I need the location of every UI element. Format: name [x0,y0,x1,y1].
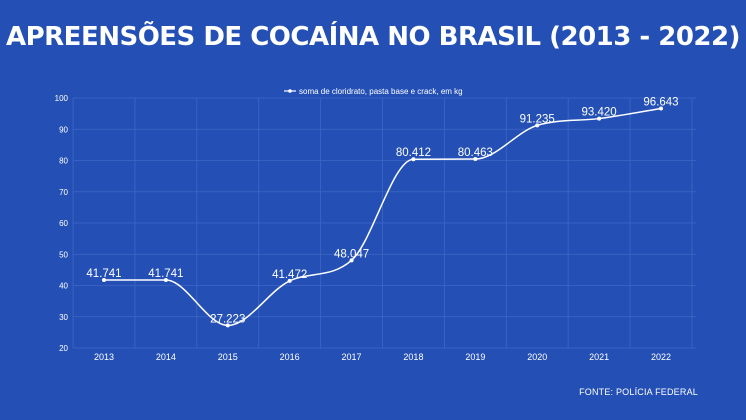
y-tick-label: 90 [59,125,68,134]
data-point [287,278,292,283]
data-label: 41.472 [272,269,307,281]
y-tick-label: 50 [59,250,68,259]
y-tick-label: 20 [59,344,68,353]
data-label: 96.643 [643,96,678,108]
data-point [535,123,540,128]
data-point [163,278,168,283]
legend-label: soma de cloridrato, pasta base e crack, … [299,87,463,96]
x-tick-label: 2013 [94,352,114,362]
data-label: 48.047 [334,248,369,260]
data-label: 93.420 [582,107,617,119]
x-tick-label: 2017 [342,352,362,362]
x-tick-label: 2021 [589,352,609,362]
data-point [411,157,416,162]
grid-lines [72,97,696,349]
data-label: 27.223 [210,313,245,325]
data-point [349,258,354,263]
legend: soma de cloridrato, pasta base e crack, … [284,87,463,96]
x-axis-ticks: 2013 2014 2015 2016 2017 2018 2019 2020 2021 2022 [94,352,671,362]
series-line [104,107,662,327]
y-tick-label: 80 [59,157,68,166]
x-tick-label: 2016 [280,352,300,362]
chart-title: APREENSÕES DE COCAÍNA NO BRASIL (2013 - … [5,22,741,52]
x-tick-label: 2014 [156,352,176,362]
data-point [659,106,663,111]
data-label: 91.235 [520,113,555,125]
y-tick-label: 70 [59,188,68,197]
x-tick-label: 2019 [465,352,485,362]
data-label: 41.741 [86,268,121,280]
y-tick-label: 30 [59,313,68,322]
source-note: FONTE: POLÍCIA FEDERAL [579,387,698,397]
y-tick-label: 40 [59,282,68,291]
x-tick-label: 2015 [218,352,238,362]
data-point [102,278,106,283]
legend-point-marker [288,89,292,93]
y-axis-ticks: 20 30 40 50 60 70 80 90 100 [55,94,69,353]
x-tick-label: 2020 [527,352,547,362]
data-labels: 41.741 41.741 27.223 41.472 48.047 80.412 80.4… [86,96,678,325]
data-point [473,157,478,162]
data-point [225,323,230,328]
x-tick-label: 2022 [651,352,671,362]
y-tick-label: 100 [55,94,69,103]
data-label: 80.463 [458,147,493,159]
y-tick-label: 60 [59,219,68,228]
data-point [597,116,602,121]
x-tick-label: 2018 [403,352,423,362]
data-label: 80.412 [396,147,431,159]
data-label: 41.741 [148,268,183,280]
data-points [102,106,663,328]
